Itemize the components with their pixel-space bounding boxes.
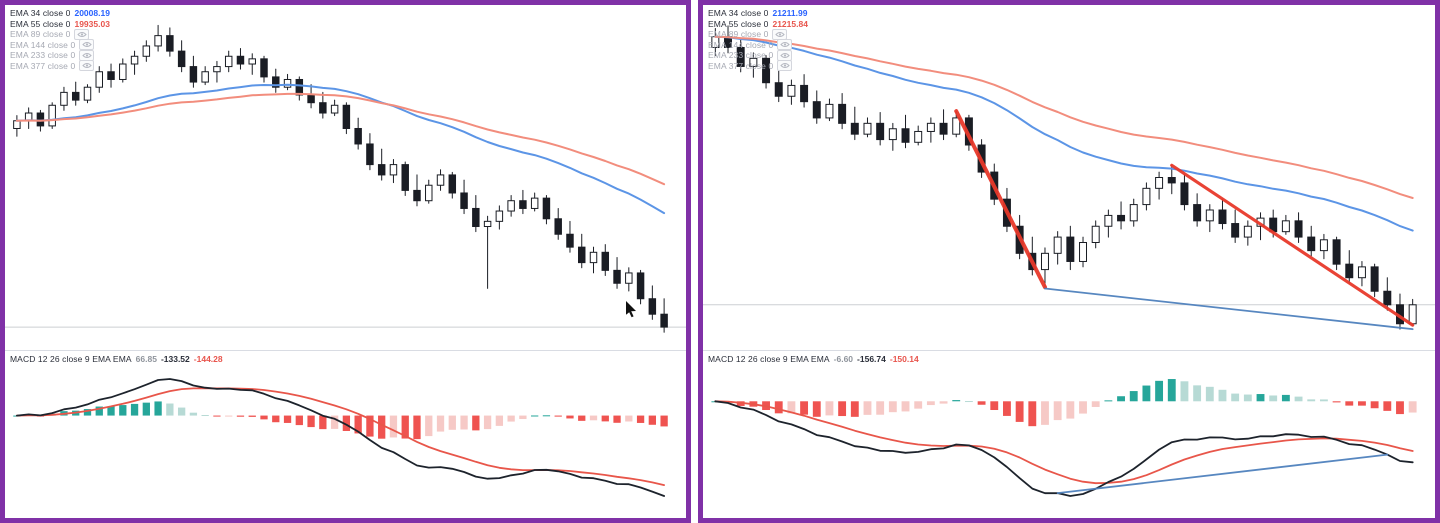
eye-icon[interactable] xyxy=(777,60,793,72)
legend-row-hidden[interactable]: EMA 144 close 0 xyxy=(10,39,110,51)
macd-hist-value: 66.85 xyxy=(135,354,157,365)
legend-row-hidden[interactable]: EMA 377 close 0 xyxy=(708,60,808,72)
indicator-value: 21215.84 xyxy=(772,18,808,29)
legend-row-ema34[interactable]: EMA 34 close 0 21211.99 xyxy=(708,8,808,19)
indicator-value: 21211.99 xyxy=(772,8,808,19)
price-chart[interactable]: EMA 34 close 0 20008.19 EMA 55 close 0 1… xyxy=(5,5,686,350)
macd-signal-value: -150.14 xyxy=(889,354,919,365)
price-chart[interactable]: EMA 34 close 0 21211.99 EMA 55 close 0 2… xyxy=(703,5,1435,350)
eye-icon[interactable] xyxy=(79,60,95,72)
indicator-label: EMA 144 close 0 xyxy=(10,39,76,50)
indicator-value: 19935.03 xyxy=(74,18,110,29)
macd-hist-value: -6.60 xyxy=(833,354,854,365)
indicator-label: EMA 144 close 0 xyxy=(708,39,774,50)
cursor-pointer xyxy=(625,301,637,323)
macd-chart[interactable]: MACD 12 26 close 9 EMA EMA 66.85 -133.52… xyxy=(5,351,686,518)
macd-signal-value: -144.28 xyxy=(193,354,223,365)
indicator-label: EMA 89 close 0 xyxy=(708,29,769,40)
pane-divider[interactable] xyxy=(5,350,686,351)
macd-legend-row[interactable]: MACD 12 26 close 9 EMA EMA -6.60 -156.74… xyxy=(708,354,919,365)
legend-row-ema55[interactable]: EMA 55 close 0 21215.84 xyxy=(708,19,808,30)
macd-chart[interactable]: MACD 12 26 close 9 EMA EMA -6.60 -156.74… xyxy=(703,351,1435,518)
indicator-label: EMA 89 close 0 xyxy=(10,29,71,40)
eye-icon[interactable] xyxy=(79,39,95,51)
indicator-label: EMA 377 close 0 xyxy=(10,60,76,71)
legend-row-ema34[interactable]: EMA 34 close 0 20008.19 xyxy=(10,8,110,19)
legend-row-ema55[interactable]: EMA 55 close 0 19935.03 xyxy=(10,19,110,30)
indicator-label: EMA 34 close 0 xyxy=(708,8,769,19)
legend-row-hidden[interactable]: EMA 89 close 0 xyxy=(10,28,110,40)
indicator-legend: EMA 34 close 0 20008.19 EMA 55 close 0 1… xyxy=(10,8,110,72)
legend-row-hidden[interactable]: EMA 377 close 0 xyxy=(10,60,110,72)
macd-indicator-label: MACD 12 26 close 9 EMA EMA xyxy=(708,354,830,365)
eye-icon[interactable] xyxy=(777,49,793,61)
legend-row-hidden[interactable]: EMA 144 close 0 xyxy=(708,39,808,51)
macd-legend: MACD 12 26 close 9 EMA EMA -6.60 -156.74… xyxy=(708,354,919,365)
macd-legend-row[interactable]: MACD 12 26 close 9 EMA EMA 66.85 -133.52… xyxy=(10,354,223,365)
eye-icon[interactable] xyxy=(777,39,793,51)
chart-panel-right: EMA 34 close 0 21211.99 EMA 55 close 0 2… xyxy=(698,0,1440,523)
indicator-value: 20008.19 xyxy=(74,8,110,19)
macd-line-value: -133.52 xyxy=(160,354,190,365)
eye-icon[interactable] xyxy=(79,49,95,61)
chart-panel-left: EMA 34 close 0 20008.19 EMA 55 close 0 1… xyxy=(0,0,691,523)
macd-indicator-label: MACD 12 26 close 9 EMA EMA xyxy=(10,354,132,365)
macd-line-value: -156.74 xyxy=(857,354,886,365)
indicator-label: EMA 233 close 0 xyxy=(708,50,774,61)
eye-icon[interactable] xyxy=(74,28,90,40)
legend-row-hidden[interactable]: EMA 89 close 0 xyxy=(708,28,808,40)
pane-divider[interactable] xyxy=(703,350,1435,351)
indicator-label: EMA 55 close 0 xyxy=(10,18,71,29)
eye-icon[interactable] xyxy=(772,28,788,40)
indicator-label: EMA 34 close 0 xyxy=(10,8,71,19)
legend-row-hidden[interactable]: EMA 233 close 0 xyxy=(708,49,808,61)
indicator-label: EMA 233 close 0 xyxy=(10,50,76,61)
indicator-legend: EMA 34 close 0 21211.99 EMA 55 close 0 2… xyxy=(708,8,808,72)
macd-legend: MACD 12 26 close 9 EMA EMA 66.85 -133.52… xyxy=(10,354,223,365)
indicator-label: EMA 55 close 0 xyxy=(708,18,769,29)
indicator-label: EMA 377 close 0 xyxy=(708,60,774,71)
legend-row-hidden[interactable]: EMA 233 close 0 xyxy=(10,49,110,61)
